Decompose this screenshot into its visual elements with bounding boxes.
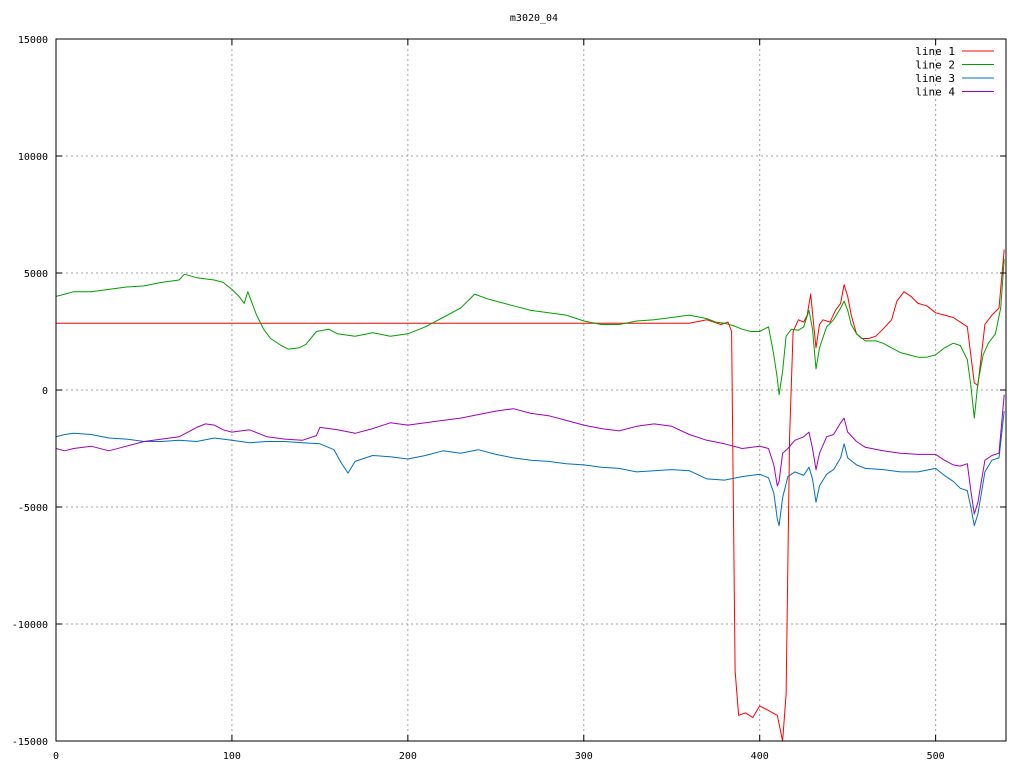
grid xyxy=(56,39,1006,741)
x-tick-label: 100 xyxy=(223,751,241,762)
x-tick-label: 200 xyxy=(399,751,417,762)
chart-title: m3020_04 xyxy=(510,13,558,24)
series-line-3 xyxy=(56,411,1005,527)
axis-ticks xyxy=(55,38,1006,742)
x-tick-label: 400 xyxy=(751,751,769,762)
series-line-4 xyxy=(56,394,1005,515)
axis-tick-labels: 0 100 200 300 400 500 -15000 -10000 -5000 0 5000 10… xyxy=(12,35,945,762)
y-tick-label: 5000 xyxy=(24,269,48,280)
series-line-1 xyxy=(56,249,1005,741)
y-tick-label: -5000 xyxy=(18,503,48,514)
y-tick-label: 0 xyxy=(42,386,48,397)
legend-label: line 1 xyxy=(915,45,955,58)
y-tick-label: 15000 xyxy=(18,35,48,46)
x-tick-label: 300 xyxy=(575,751,593,762)
legend-label: line 4 xyxy=(915,86,955,99)
series-layer xyxy=(56,249,1005,741)
x-tick-label: 500 xyxy=(927,751,945,762)
x-tick-label: 0 xyxy=(53,751,59,762)
series-line-2 xyxy=(56,258,1005,419)
y-tick-label: 10000 xyxy=(18,152,48,163)
y-tick-label: -10000 xyxy=(12,620,48,631)
y-tick-label: -15000 xyxy=(12,737,48,748)
legend-label: line 3 xyxy=(915,72,955,85)
legend-label: line 2 xyxy=(915,59,955,72)
